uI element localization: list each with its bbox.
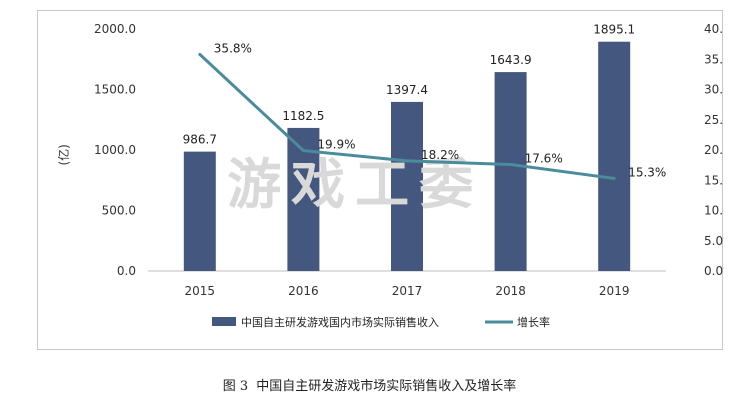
line-data-labels: 35.8% 19.9% 18.2% 17.6% 15.3% — [214, 41, 667, 179]
bar-data-label: 986.7 — [183, 133, 217, 147]
legend-line-label: 增长率 — [517, 315, 550, 329]
bar — [183, 151, 216, 271]
bar — [598, 41, 631, 271]
left-tick-label: 0.0 — [117, 264, 136, 278]
line-data-label: 35.8% — [214, 41, 252, 55]
legend-bar-swatch — [212, 317, 236, 326]
left-tick-label: 1500.0 — [94, 83, 136, 97]
x-tick-label: 2019 — [599, 284, 630, 298]
line-data-label: 19.9% — [317, 138, 355, 152]
left-tick-label: 1000.0 — [94, 143, 136, 157]
line-series — [198, 52, 616, 180]
bar-data-label: 1895.1 — [593, 23, 635, 37]
x-tick-label: 2018 — [495, 284, 526, 298]
chart-figure: 0.0 500.0 1000.0 1500.0 2000.0 0.0% 5.0% 10.0%… — [37, 10, 724, 350]
line-point — [405, 159, 409, 163]
right-tick-label: 15.0% — [704, 173, 724, 187]
bar — [494, 72, 527, 271]
bar-data-label: 1397.4 — [386, 83, 428, 97]
line-point — [301, 149, 305, 153]
right-tick-label: 25.0% — [704, 113, 724, 127]
legend: 中国自主研发游戏国内市场实际销售收入 增长率 — [212, 315, 550, 329]
left-tick-label: 500.0 — [102, 204, 136, 218]
right-tick-label: 0.0% — [704, 264, 724, 278]
right-tick-label: 10.0% — [704, 204, 724, 218]
bar — [391, 101, 423, 271]
figure-caption: 图 3 中国自主研发游戏市场实际销售收入及增长率 — [0, 375, 739, 394]
x-tick-label: 2015 — [185, 284, 216, 298]
caption-label: 图 3 — [222, 379, 249, 394]
bar-data-labels: 986.7 1182.5 1397.4 1643.9 1895.1 — [183, 23, 636, 147]
line-data-label: 18.2% — [421, 148, 459, 162]
line-data-label: 15.3% — [628, 165, 666, 179]
watermark: 游戏工委 — [227, 153, 483, 216]
right-tick-label: 30.0% — [704, 83, 724, 97]
caption-text: 中国自主研发游戏市场实际销售收入及增长率 — [256, 379, 517, 394]
bar-data-label: 1182.5 — [282, 109, 324, 123]
line-data-label: 17.6% — [525, 152, 563, 166]
right-axis-ticks: 0.0% 5.0% 10.0% 15.0% 20.0% 25.0% 30.0% 35.0% 40… — [704, 22, 724, 278]
legend-bar-label: 中国自主研发游戏国内市场实际销售收入 — [241, 315, 439, 329]
line-point — [509, 163, 513, 167]
right-tick-label: 20.0% — [704, 143, 724, 157]
line-point — [612, 176, 616, 180]
right-tick-label: 35.0% — [704, 52, 724, 66]
left-axis-ticks: 0.0 500.0 1000.0 1500.0 2000.0 — [94, 22, 136, 278]
y-axis-label: (亿) — [56, 144, 71, 165]
x-tick-label: 2017 — [392, 284, 423, 298]
x-tick-label: 2016 — [288, 284, 319, 298]
bar-data-label: 1643.9 — [490, 53, 532, 67]
right-tick-label: 40.0% — [704, 22, 724, 36]
left-tick-label: 2000.0 — [94, 22, 136, 36]
x-axis-ticks: 2015 2016 2017 2018 2019 — [185, 284, 630, 298]
chart-svg: 0.0 500.0 1000.0 1500.0 2000.0 0.0% 5.0% 10.0%… — [56, 22, 724, 329]
line-point — [198, 52, 202, 56]
right-tick-label: 5.0% — [704, 234, 724, 248]
